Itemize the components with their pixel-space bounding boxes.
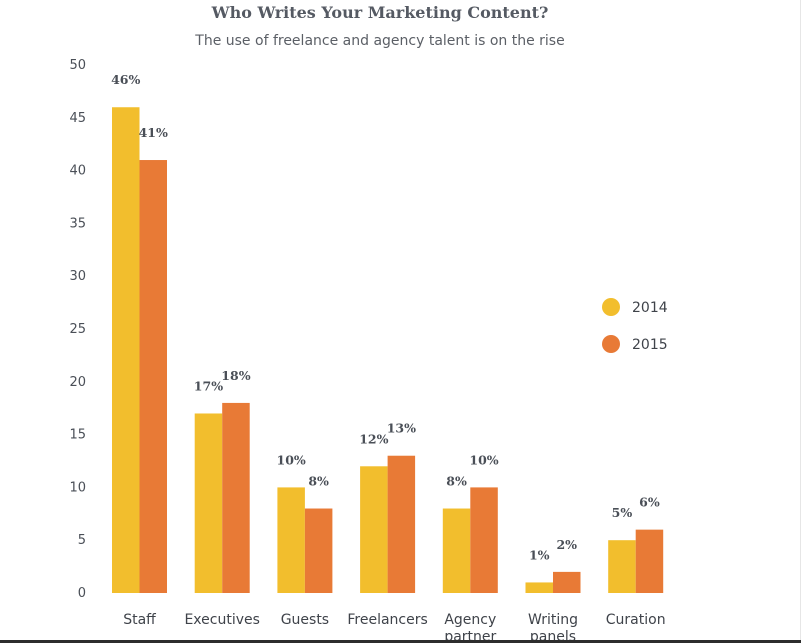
x-tick-label-guests: Guests xyxy=(281,612,329,628)
data-label-writing-panels-2014: 1% xyxy=(529,547,550,562)
bar-freelancers-2015 xyxy=(387,455,416,593)
y-tick-label: 5 xyxy=(78,533,86,548)
y-tick-label: 0 xyxy=(78,586,86,601)
bar-agency-partner-2015 xyxy=(470,487,498,593)
data-labels: 46%41%17%18%10%8%12%13%8%10%1%2%5%6% xyxy=(111,72,660,562)
x-tick-label-executives: Executives xyxy=(184,612,259,628)
y-tick-label: 45 xyxy=(69,111,86,126)
data-label-guests-2014: 10% xyxy=(277,452,306,467)
bar-guests-2015 xyxy=(304,508,333,593)
bar-writing-panels-2015 xyxy=(553,571,581,593)
data-label-executives-2014: 17% xyxy=(194,378,223,393)
legend-swatch-2015 xyxy=(602,335,620,353)
bar-guests-2014 xyxy=(277,487,305,593)
data-label-staff-2015: 41% xyxy=(139,125,168,140)
legend-label-2014: 2014 xyxy=(632,300,668,316)
bar-agency-partner-2014 xyxy=(442,508,471,593)
bars xyxy=(112,107,664,594)
chart-subtitle: The use of freelance and agency talent i… xyxy=(194,33,564,49)
x-tick-label-writing-panels: Writing panels xyxy=(528,612,578,643)
data-label-agency-partner-2014: 8% xyxy=(446,474,467,489)
chart-title: Who Writes Your Marketing Content? xyxy=(211,3,549,22)
bar-executives-2015 xyxy=(222,402,250,593)
data-label-curation-2014: 5% xyxy=(612,505,633,520)
y-tick-label: 50 xyxy=(69,58,86,73)
bar-curation-2014 xyxy=(608,540,636,593)
data-label-freelancers-2014: 12% xyxy=(359,431,388,446)
data-label-guests-2015: 8% xyxy=(308,474,329,489)
bar-freelancers-2014 xyxy=(360,466,388,593)
y-tick-label: 15 xyxy=(69,428,86,443)
y-tick-label: 35 xyxy=(69,216,86,231)
y-axis: 0 5 10 15 20 25 30 35 40 45 50 xyxy=(69,58,86,601)
bar-staff-2015 xyxy=(139,160,167,594)
legend: 2014 2015 xyxy=(602,298,668,353)
legend-label-2015: 2015 xyxy=(632,337,668,353)
data-label-agency-partner-2015: 10% xyxy=(469,452,498,467)
data-label-executives-2015: 18% xyxy=(221,368,250,383)
bar-staff-2014 xyxy=(112,107,140,594)
x-axis: Staff Executives Guests Freelancers Agency pa… xyxy=(123,612,665,643)
x-tick-label-curation: Curation xyxy=(606,612,666,628)
data-label-staff-2014: 46% xyxy=(111,72,140,87)
bar-executives-2014 xyxy=(194,413,223,593)
y-tick-label: 40 xyxy=(69,164,86,179)
legend-swatch-2014 xyxy=(602,298,620,316)
bar-writing-panels-2014 xyxy=(525,582,553,593)
data-label-curation-2015: 6% xyxy=(639,495,660,510)
x-tick-label-agency-partner: Agency partner xyxy=(444,612,496,643)
data-label-writing-panels-2015: 2% xyxy=(556,537,577,552)
x-tick-label-freelancers: Freelancers xyxy=(347,612,427,628)
y-tick-label: 20 xyxy=(69,375,86,390)
y-tick-label: 30 xyxy=(69,269,86,284)
bar-curation-2015 xyxy=(635,529,664,593)
y-tick-label: 25 xyxy=(69,322,86,337)
y-tick-label: 10 xyxy=(69,480,86,495)
data-label-freelancers-2015: 13% xyxy=(387,421,416,436)
x-tick-label-staff: Staff xyxy=(123,612,156,628)
bottom-edge-line xyxy=(0,640,801,643)
